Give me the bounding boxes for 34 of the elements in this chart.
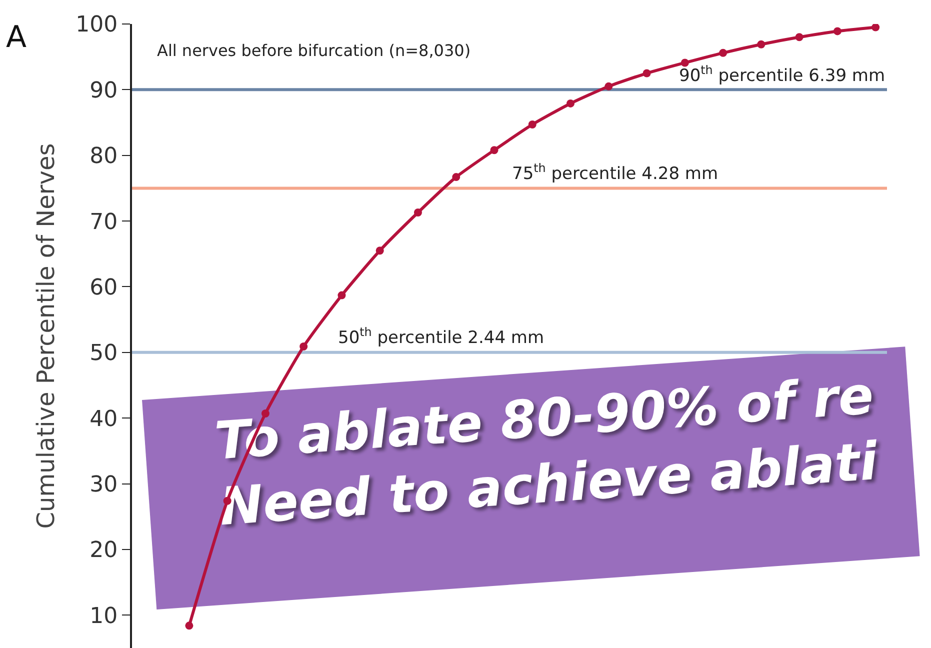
y-tick-label: 20 [90, 538, 118, 564]
annotation: All nerves before bifurcation (n=8,030) [157, 41, 471, 60]
y-tick-label: 90 [90, 78, 118, 104]
ref-line-label: 90$^{th}$ percentile 6.39 mm [679, 63, 886, 86]
ref-line-label: 50$^{th}$ percentile 2.44 mm [338, 325, 544, 348]
point [376, 246, 384, 255]
y-tick-label: 40 [90, 406, 118, 432]
point [490, 146, 498, 154]
y-tick-label: 80 [90, 144, 118, 170]
point [185, 622, 194, 630]
y-axis-title: Cumulative Percentile of Nerves [32, 143, 60, 529]
y-tick-label: 10 [90, 604, 118, 629]
point [795, 33, 804, 42]
y-tick-label: 60 [90, 275, 118, 300]
point [300, 342, 308, 351]
point [452, 173, 460, 182]
point [872, 24, 880, 32]
point [566, 99, 575, 108]
point [833, 27, 842, 36]
point [642, 69, 651, 78]
point [338, 291, 346, 300]
point [757, 40, 766, 48]
point [528, 120, 536, 128]
point [414, 208, 422, 217]
y-tick-label: 70 [90, 210, 118, 235]
point [604, 82, 613, 90]
y-tick-label: 30 [90, 472, 118, 498]
point [261, 410, 270, 418]
y-tick-label: 100 [76, 12, 118, 38]
point [680, 58, 689, 67]
chart-title: A [6, 20, 27, 55]
point [719, 48, 728, 57]
ref-line-label: 75$^{th}$ percentile 4.28 mm [512, 161, 718, 184]
y-tick-label: 50 [90, 341, 118, 366]
